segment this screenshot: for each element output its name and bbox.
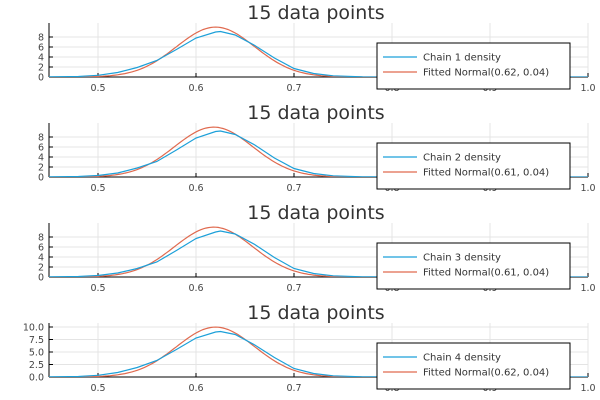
y-tick-label: 5.0: [29, 348, 44, 359]
y-tick-label: 4: [38, 53, 44, 64]
x-tick-label: 0.7: [286, 383, 301, 394]
legend-fitted-label: Fitted Normal(0.62, 0.04): [423, 68, 549, 79]
y-tick-label: 2: [38, 63, 44, 74]
x-tick-label: 1.0: [580, 83, 595, 94]
legend-chain-label: Chain 2 density: [423, 153, 501, 164]
x-tick-label: 0.5: [90, 83, 105, 94]
x-tick-label: 0.6: [188, 183, 203, 194]
legend: Chain 2 density Fitted Normal(0.61, 0.04): [376, 142, 571, 190]
y-tick-label: 8: [38, 33, 44, 44]
y-tick-label: 2.5: [29, 360, 44, 371]
chain-density-line: [49, 130, 588, 177]
y-tick-label: 8: [38, 133, 44, 144]
fitted-normal-line: [49, 226, 588, 277]
x-tick-label: 0.5: [90, 283, 105, 294]
x-tick-label: 0.5: [90, 183, 105, 194]
y-tick-label: 0.0: [29, 373, 44, 384]
legend-box: [376, 242, 571, 290]
y-tick-label: 6: [38, 143, 44, 154]
y-tick-label: 4: [38, 153, 44, 164]
x-tick-label: 1.0: [580, 183, 595, 194]
x-tick-label: 0.7: [286, 183, 301, 194]
y-tick-label: 7.5: [29, 335, 44, 346]
x-tick-label: 0.7: [286, 283, 301, 294]
legend-chain-label: Chain 4 density: [423, 353, 501, 364]
legend-box: [376, 342, 571, 390]
x-tick-label: 1.0: [580, 383, 595, 394]
legend: Chain 4 density Fitted Normal(0.62, 0.04): [376, 342, 571, 390]
y-tick-label: 0: [38, 73, 44, 84]
y-tick-label: 2: [38, 263, 44, 274]
fitted-normal-line: [49, 126, 588, 177]
x-tick-label: 0.7: [286, 83, 301, 94]
y-tick-label: 8: [38, 233, 44, 244]
x-tick-label: 0.6: [188, 283, 203, 294]
y-tick-label: 2: [38, 163, 44, 174]
y-tick-label: 10.0: [23, 323, 44, 334]
panel-4: 0.02.55.07.510.00.50.60.70.80.91.015 dat…: [23, 302, 596, 394]
legend-chain-label: Chain 1 density: [423, 53, 501, 64]
chain-density-line: [49, 230, 588, 277]
y-tick-label: 0: [38, 273, 44, 284]
legend-box: [376, 42, 571, 90]
y-tick-label: 6: [38, 243, 44, 254]
legend-fitted-label: Fitted Normal(0.61, 0.04): [423, 268, 549, 279]
legend-box: [376, 142, 571, 190]
x-tick-label: 0.5: [90, 383, 105, 394]
y-tick-label: 6: [38, 43, 44, 54]
chart-title: 15 data points: [247, 202, 384, 224]
x-tick-label: 1.0: [580, 283, 595, 294]
x-tick-label: 0.6: [188, 83, 203, 94]
legend-fitted-label: Fitted Normal(0.61, 0.04): [423, 168, 549, 179]
legend: Chain 3 density Fitted Normal(0.61, 0.04): [376, 242, 571, 290]
chart-title: 15 data points: [247, 102, 384, 124]
chain-density-line: [49, 330, 588, 377]
chain-density-line: [49, 30, 588, 77]
legend-fitted-label: Fitted Normal(0.62, 0.04): [423, 368, 549, 379]
fitted-normal-line: [49, 26, 588, 77]
legend-chain-label: Chain 3 density: [423, 253, 501, 264]
x-tick-label: 0.6: [188, 383, 203, 394]
chart-title: 15 data points: [247, 302, 384, 324]
legend: Chain 1 density Fitted Normal(0.62, 0.04): [376, 42, 571, 90]
chart-title: 15 data points: [247, 2, 384, 24]
y-tick-label: 4: [38, 253, 44, 264]
y-tick-label: 0: [38, 173, 44, 184]
fitted-normal-line: [49, 326, 588, 377]
